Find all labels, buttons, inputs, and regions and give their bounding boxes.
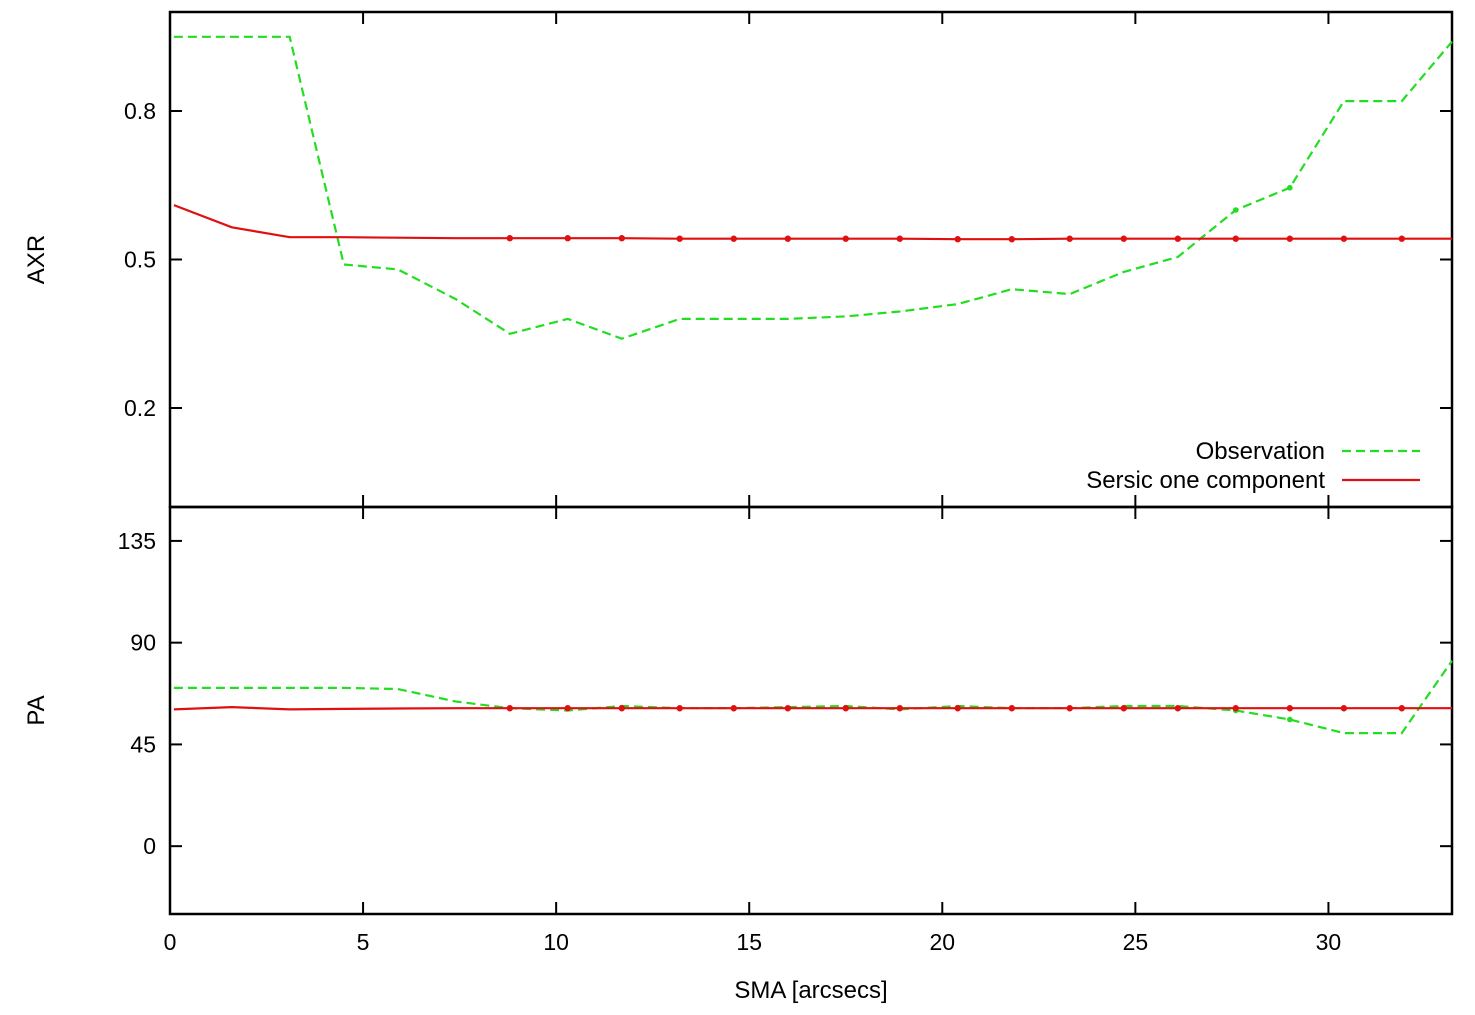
axr-point-sersic-one-component (1340, 235, 1348, 242)
pa-point-sersic-one-component (564, 705, 571, 712)
axr-point-sersic-one-component (896, 235, 904, 242)
pa-point-sersic-one-component (1174, 705, 1182, 712)
axr-point-sersic-one-component (954, 236, 961, 243)
axr-point-sersic-one-component (1008, 236, 1015, 243)
axr-point-sersic-one-component (676, 235, 683, 242)
pa-plot-frame (168, 505, 1454, 916)
pa-point-sersic-one-component (1340, 705, 1348, 712)
axr-point-sersic-one-component (1232, 235, 1239, 242)
pa-point-observation (1287, 716, 1293, 723)
axr-ytick-label: 0.2 (124, 395, 156, 421)
pa-point-sersic-one-component (1398, 705, 1406, 712)
pa-panel: 0 45 90 135 0 5 10 15 20 25 30 PA SMA [arcsecs] (23, 505, 1454, 1004)
pa-point-sersic-one-component (842, 705, 849, 712)
axr-point-sersic-one-component (1286, 235, 1294, 242)
axr-point-sersic-one-component (564, 235, 571, 242)
x-tick-label: 0 (164, 929, 177, 955)
pa-point-sersic-one-component (506, 705, 514, 712)
axr-point-sersic-one-component (1398, 235, 1406, 242)
pa-ytick-label: 90 (130, 630, 156, 656)
axr-point-observation (1232, 207, 1239, 213)
pa-point-sersic-one-component (676, 705, 683, 712)
axr-point-sersic-one-component (842, 235, 849, 242)
axr-series-observation (173, 35, 1453, 340)
axr-point-sersic-one-component (1174, 235, 1182, 242)
pa-ytick-label: 135 (118, 528, 156, 554)
pa-point-sersic-one-component (954, 705, 961, 712)
x-tick-label: 10 (543, 929, 569, 955)
axr-ytick-label: 0.8 (124, 98, 156, 124)
pa-point-sersic-one-component (1232, 705, 1239, 712)
pa-series-observation (173, 660, 1453, 735)
axr-series-sersic-one-component (173, 204, 1452, 241)
legend-label-observation: Observation (1196, 438, 1325, 465)
pa-point-sersic-one-component (896, 705, 904, 712)
x-axis-label: SMA [arcsecs] (734, 977, 887, 1004)
pa-axis-label: PA (23, 695, 50, 725)
pa-point-sersic-one-component (1008, 705, 1015, 712)
axr-point-sersic-one-component (506, 235, 514, 242)
axr-point-sersic-one-component (1066, 235, 1073, 242)
axr-panel: 0.2 0.5 0.8 AXR (23, 10, 1454, 509)
axr-point-sersic-one-component (730, 235, 737, 242)
pa-point-sersic-one-component (618, 705, 625, 712)
x-tick-label: 30 (1316, 929, 1342, 955)
x-tick-label: 20 (929, 929, 955, 955)
x-tick-label: 5 (357, 929, 370, 955)
axr-point-sersic-one-component (618, 235, 625, 242)
axr-point-sersic-one-component (1120, 235, 1127, 242)
pa-ytick-label: 45 (130, 731, 156, 757)
x-tick-label: 25 (1123, 929, 1149, 955)
x-tick-label: 15 (736, 929, 762, 955)
pa-series-sersic-one-component (173, 705, 1452, 711)
pa-ytick-label: 0 (143, 833, 156, 859)
pa-point-sersic-one-component (1066, 705, 1073, 712)
axr-axis-label: AXR (23, 235, 50, 284)
axr-plot-frame (168, 10, 1454, 509)
axr-point-observation (1287, 184, 1293, 191)
pa-point-sersic-one-component (1120, 705, 1127, 712)
pa-point-sersic-one-component (784, 705, 792, 712)
axr-point-sersic-one-component (784, 235, 792, 242)
pa-point-sersic-one-component (1286, 705, 1294, 712)
pa-point-sersic-one-component (730, 705, 737, 712)
legend-label-sersic-one-component: Sersic one component (1086, 467, 1325, 494)
legend: Observation Sersic one component (1086, 438, 1420, 494)
axr-ytick-label: 0.5 (124, 247, 156, 273)
